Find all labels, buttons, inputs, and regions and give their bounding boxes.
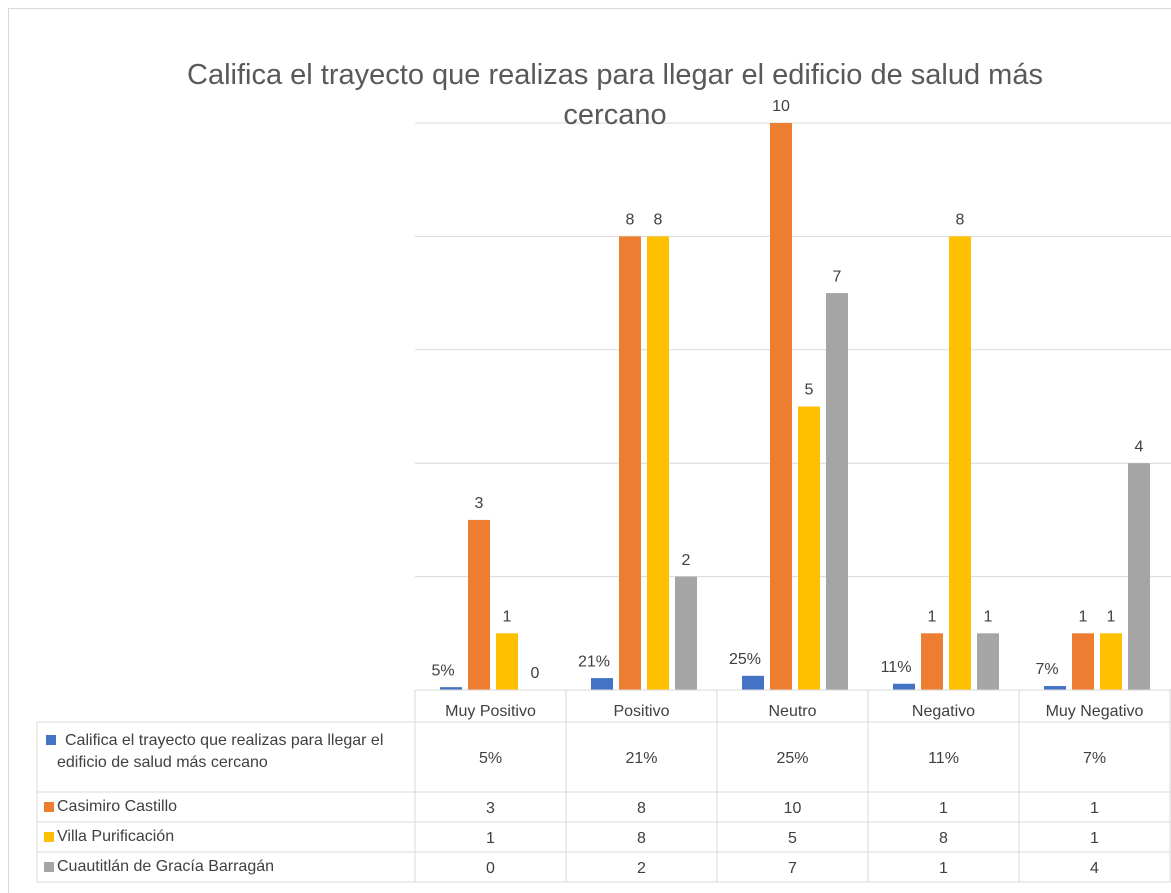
table-cell: 8 <box>939 830 948 847</box>
legend-label: Cuautitlán de Gracía Barragán <box>57 858 275 875</box>
data-label: 1 <box>1107 609 1116 626</box>
data-label: 11% <box>881 659 912 676</box>
bar <box>591 678 613 690</box>
chart-border <box>8 8 1171 893</box>
x-tick-label: Negativo <box>912 703 975 720</box>
x-tick-label: Neutro <box>768 703 816 720</box>
data-label: 1 <box>928 609 937 626</box>
bar <box>496 633 518 690</box>
table-cell: 1 <box>1090 830 1099 847</box>
data-label: 1 <box>1079 609 1088 626</box>
table-cell: 1 <box>939 800 948 817</box>
data-label: 1 <box>503 609 512 626</box>
bar <box>1128 463 1150 690</box>
data-label: 8 <box>956 212 965 229</box>
table-cell: 5% <box>479 750 502 767</box>
table-cell: 1 <box>486 830 495 847</box>
bar <box>742 675 764 690</box>
legend-swatch <box>44 802 54 812</box>
bar <box>893 683 915 690</box>
bar <box>1100 633 1122 690</box>
bar <box>619 236 641 690</box>
bar <box>977 633 999 690</box>
bar <box>770 123 792 690</box>
bar <box>1072 633 1094 690</box>
data-label: 2 <box>682 552 691 569</box>
data-label: 7% <box>1035 661 1058 678</box>
table-cell: 1 <box>1090 800 1099 817</box>
legend-label: Villa Purificación <box>57 828 175 845</box>
x-tick-label: Muy Negativo <box>1046 703 1144 720</box>
data-label: 5 <box>805 382 814 399</box>
bar <box>949 236 971 690</box>
legend-label: Casimiro Castillo <box>57 798 178 815</box>
table-cell: 2 <box>637 860 646 877</box>
data-label: 0 <box>531 665 540 682</box>
data-label: 21% <box>578 653 610 670</box>
bar <box>647 236 669 690</box>
table-cell: 4 <box>1090 860 1099 877</box>
legend-swatch <box>46 735 56 745</box>
data-label: 8 <box>654 212 663 229</box>
bar <box>675 576 697 690</box>
data-label: 5% <box>431 662 454 679</box>
table-cell: 8 <box>637 800 646 817</box>
table-cell: 1 <box>939 860 948 877</box>
data-label: 10 <box>772 98 790 115</box>
table-cell: 7 <box>788 860 797 877</box>
bar <box>798 406 820 690</box>
table-cell: 11% <box>928 750 959 767</box>
table-cell: 25% <box>776 750 808 767</box>
table-cell: 8 <box>637 830 646 847</box>
x-tick-label: Positivo <box>613 703 669 720</box>
data-label: 1 <box>984 609 993 626</box>
table-cell: 7% <box>1083 750 1106 767</box>
legend-swatch <box>44 862 54 872</box>
bar <box>1044 686 1066 690</box>
table-cell: 0 <box>486 860 495 877</box>
table-cell: 21% <box>625 750 657 767</box>
data-label: 3 <box>475 495 484 512</box>
chart-title: Califica el trayecto que realizas para l… <box>187 59 1043 131</box>
table-cell: 3 <box>486 800 495 817</box>
bar <box>921 633 943 690</box>
data-label: 4 <box>1135 438 1144 455</box>
data-label: 25% <box>729 651 761 668</box>
table-cell: 5 <box>788 830 797 847</box>
bar <box>826 293 848 690</box>
legend-swatch <box>44 832 54 842</box>
bar <box>468 519 490 690</box>
data-label: 8 <box>626 212 635 229</box>
bar <box>440 687 462 690</box>
x-tick-label: Muy Positivo <box>445 703 536 720</box>
legend-label: Califica el trayecto que realizas para l… <box>57 732 384 771</box>
data-label: 7 <box>833 268 842 285</box>
table-cell: 10 <box>784 800 802 817</box>
